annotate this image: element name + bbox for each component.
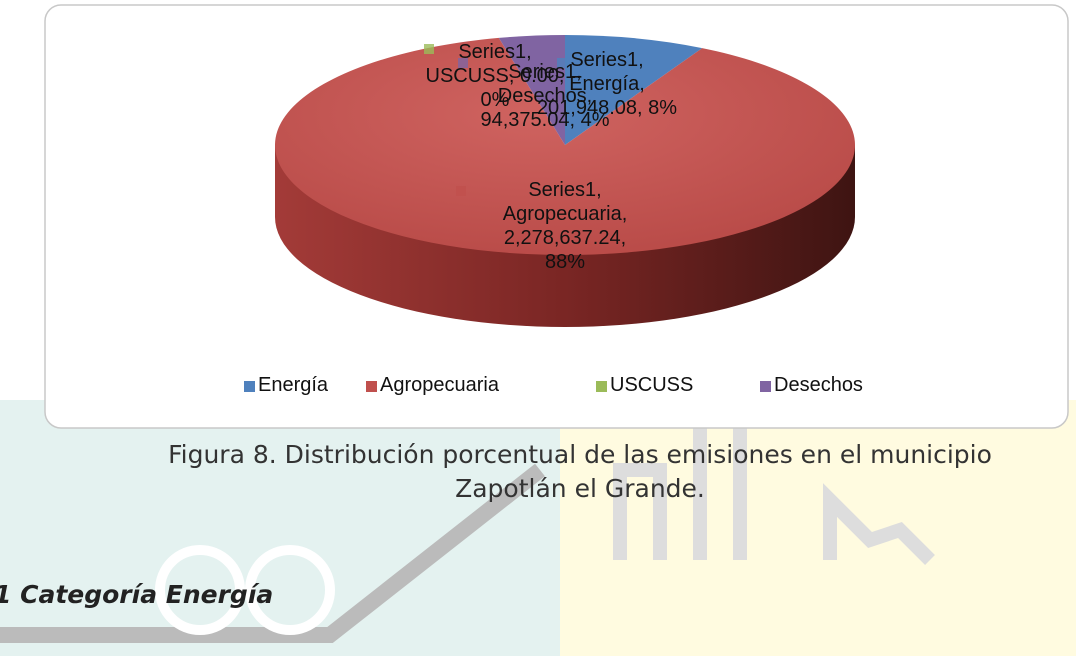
data-label: Series1, Agropecuaria, 2,278,637.24, 88% xyxy=(490,178,640,274)
legend-key xyxy=(596,381,607,392)
legend-key xyxy=(366,381,377,392)
page: (() => { const data = JSON.parse(documen… xyxy=(0,0,1076,656)
section-heading: 1 Categoría Energía xyxy=(0,580,273,609)
caption: Zapotlán el Grande. xyxy=(0,474,1076,503)
label-key xyxy=(456,186,466,196)
legend-key xyxy=(760,381,771,392)
legend-key xyxy=(244,381,255,392)
caption: Figura 8. Distribución porcentual de las… xyxy=(0,440,1076,469)
watermark xyxy=(0,400,1076,656)
legend-label: Agropecuaria xyxy=(380,374,499,397)
legend-label: USCUSS xyxy=(610,374,693,397)
legend-label: Energía xyxy=(258,374,328,397)
data-label: Series1, Desechos, 94,375.04, 4% xyxy=(470,60,620,132)
legend-label: Desechos xyxy=(774,374,863,397)
